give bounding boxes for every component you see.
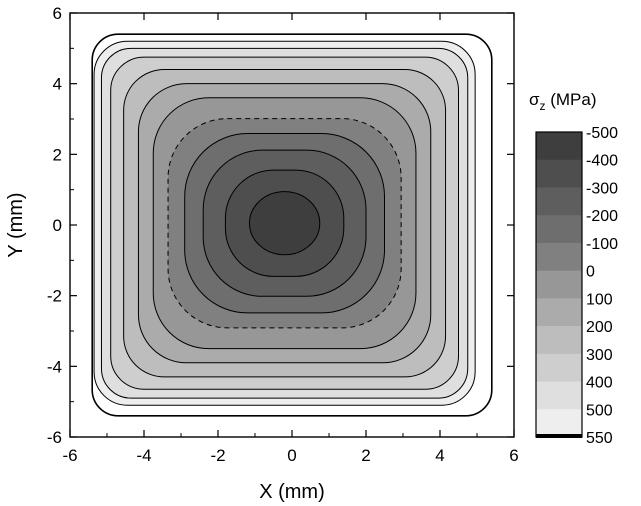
y-tick-label: -4	[47, 357, 62, 376]
y-tick-label: 4	[53, 75, 62, 94]
colorbar-level-label: -100	[586, 236, 618, 253]
x-tick-label: -6	[62, 446, 77, 465]
colorbar-bottom-bar	[536, 434, 582, 438]
y-tick-label: 0	[53, 216, 62, 235]
colorbar-level-label: 300	[586, 347, 613, 364]
colorbar-swatch	[536, 298, 582, 326]
y-tick-label: 6	[53, 4, 62, 23]
colorbar-title-symbol: σ	[529, 90, 540, 109]
colorbar-swatch	[536, 187, 582, 215]
colorbar-title: σz (MPa)	[529, 90, 597, 113]
colorbar-swatch	[536, 215, 582, 243]
colorbar-swatch	[536, 326, 582, 354]
colorbar-swatch	[536, 354, 582, 382]
colorbar-level-label: -400	[586, 153, 618, 170]
colorbar-level-label: -200	[586, 208, 618, 225]
x-tick-label: 2	[361, 446, 370, 465]
colorbar-legend: σz (MPa) -500 -400 -300 -200 -100 0 100 200 300 4…	[529, 90, 618, 447]
colorbar-level-label: 200	[586, 319, 613, 336]
y-axis-label: Y (mm)	[5, 192, 27, 257]
colorbar-level-label: 100	[586, 291, 613, 308]
y-tick-label: 2	[53, 145, 62, 164]
x-tick-label: 4	[435, 446, 444, 465]
x-tick-label: -4	[136, 446, 151, 465]
colorbar-level-label: -300	[586, 180, 618, 197]
x-tick-label: -2	[210, 446, 225, 465]
x-tick-label: 6	[509, 446, 518, 465]
colorbar-swatch	[536, 271, 582, 299]
colorbar-title-unit: (MPa)	[546, 90, 597, 109]
colorbar-level-label: 500	[586, 402, 613, 419]
colorbar-level-label: 400	[586, 375, 613, 392]
x-axis-label: X (mm)	[259, 481, 325, 503]
colorbar-level-label: 550	[586, 430, 613, 447]
colorbar-level-label: 0	[586, 264, 595, 281]
colorbar-swatch	[536, 132, 582, 160]
x-tick-label: 0	[287, 446, 296, 465]
colorbar-swatch	[536, 243, 582, 271]
colorbar-swatch	[536, 382, 582, 410]
colorbar-swatch	[536, 160, 582, 188]
contour-band-neg400	[249, 192, 319, 255]
y-tick-label: -2	[47, 287, 62, 306]
colorbar-level-label: -500	[586, 125, 618, 142]
colorbar-swatch	[536, 409, 582, 437]
y-tick-label: -6	[47, 428, 62, 447]
contour-fill-layer	[92, 34, 492, 416]
